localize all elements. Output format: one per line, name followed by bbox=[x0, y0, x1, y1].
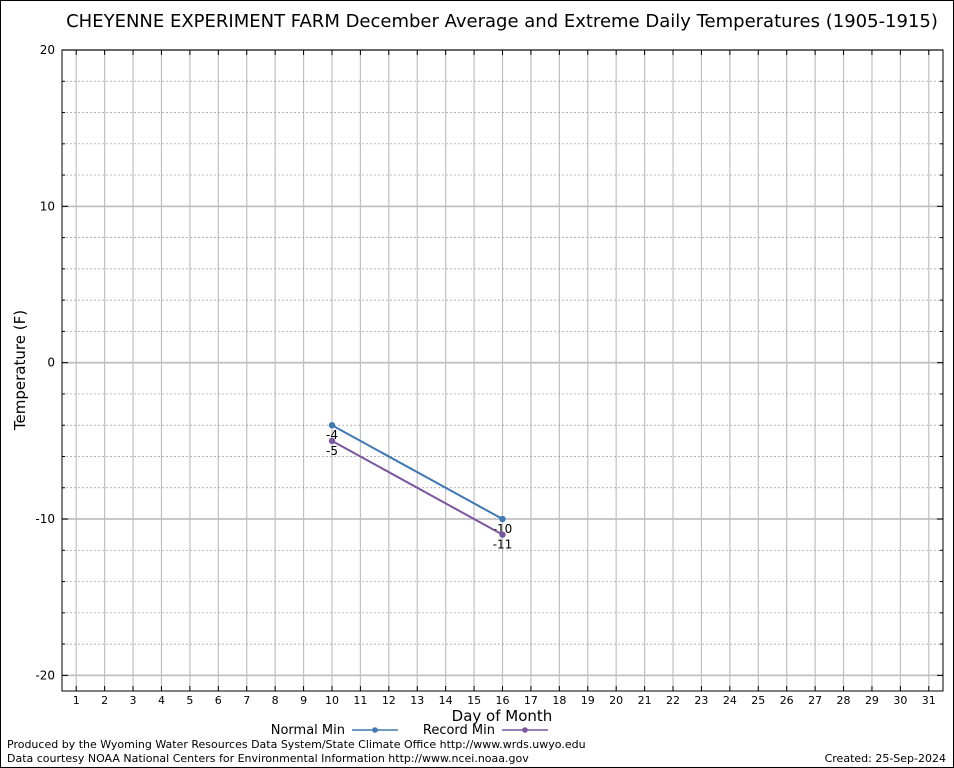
x-tick-label: 5 bbox=[186, 694, 193, 707]
x-tick-label: 23 bbox=[694, 694, 708, 707]
x-tick-label: 24 bbox=[723, 694, 737, 707]
series: -4-10-5-11 bbox=[326, 422, 512, 552]
data-label: -5 bbox=[326, 444, 338, 458]
x-tick-label: 25 bbox=[751, 694, 765, 707]
x-tick-label: 13 bbox=[410, 694, 424, 707]
x-tick-label: 29 bbox=[865, 694, 879, 707]
x-tick-label: 14 bbox=[439, 694, 453, 707]
x-tick-label: 26 bbox=[780, 694, 794, 707]
data-point bbox=[499, 515, 506, 523]
footer-data-courtesy: Data courtesy NOAA National Centers for … bbox=[7, 752, 529, 765]
x-tick-label: 6 bbox=[215, 694, 222, 707]
x-tick-label: 31 bbox=[922, 694, 936, 707]
series-line bbox=[331, 439, 503, 536]
data-point bbox=[499, 531, 506, 538]
y-tick-label: 20 bbox=[40, 43, 55, 57]
y-axis-label: Temperature (F) bbox=[11, 310, 29, 431]
y-tick-label: -10 bbox=[35, 512, 55, 526]
x-tick-label: 19 bbox=[581, 694, 595, 707]
x-tick-label: 7 bbox=[243, 694, 250, 707]
x-tick-label: 10 bbox=[325, 694, 339, 707]
x-tick-label: 21 bbox=[638, 694, 652, 707]
legend-label: Normal Min bbox=[271, 723, 345, 738]
legend-item: Normal Min bbox=[271, 723, 398, 738]
x-tick-label: 2 bbox=[101, 694, 108, 707]
x-tick-label: 8 bbox=[272, 694, 279, 707]
x-tick-label: 15 bbox=[467, 694, 481, 707]
x-tick-label: 18 bbox=[552, 694, 566, 707]
x-tick-label: 17 bbox=[524, 694, 538, 707]
x-tick-label: 22 bbox=[666, 694, 680, 707]
data-point bbox=[328, 422, 336, 429]
series-line bbox=[331, 424, 503, 520]
chart-title: CHEYENNE EXPERIMENT FARM December Averag… bbox=[66, 11, 938, 32]
x-tick-label: 16 bbox=[496, 694, 510, 707]
y-tick-label: -20 bbox=[35, 668, 55, 682]
series-record-min: -5 -11 bbox=[326, 437, 513, 552]
x-tick-label: 20 bbox=[609, 694, 623, 707]
legend: Normal Min Record Min bbox=[271, 723, 548, 738]
x-tick-label: 9 bbox=[300, 694, 307, 707]
legend-marker bbox=[372, 727, 378, 733]
x-tick-label: 12 bbox=[382, 694, 396, 707]
x-tick-label: 1 bbox=[73, 694, 80, 707]
x-tick-label: 27 bbox=[808, 694, 822, 707]
y-tick-label: 10 bbox=[40, 199, 55, 213]
grid bbox=[62, 49, 943, 691]
legend-label: Record Min bbox=[423, 723, 495, 738]
footer-created: Created: 25-Sep-2024 bbox=[824, 752, 946, 765]
data-point bbox=[328, 437, 336, 445]
x-tick-label: 4 bbox=[158, 694, 165, 707]
x-tick-label: 3 bbox=[130, 694, 137, 707]
x-tick-label: 11 bbox=[353, 694, 367, 707]
x-tick-label: 30 bbox=[893, 694, 907, 707]
legend-marker bbox=[522, 727, 528, 733]
data-label: -11 bbox=[493, 538, 513, 552]
footer-produced-by: Produced by the Wyoming Water Resources … bbox=[7, 738, 586, 751]
legend-item: Record Min bbox=[423, 723, 548, 738]
data-label: -4 bbox=[326, 428, 338, 442]
x-tick-label: 28 bbox=[837, 694, 851, 707]
y-tick-label: 0 bbox=[47, 356, 55, 370]
x-axis-label: Day of Month bbox=[452, 707, 553, 725]
